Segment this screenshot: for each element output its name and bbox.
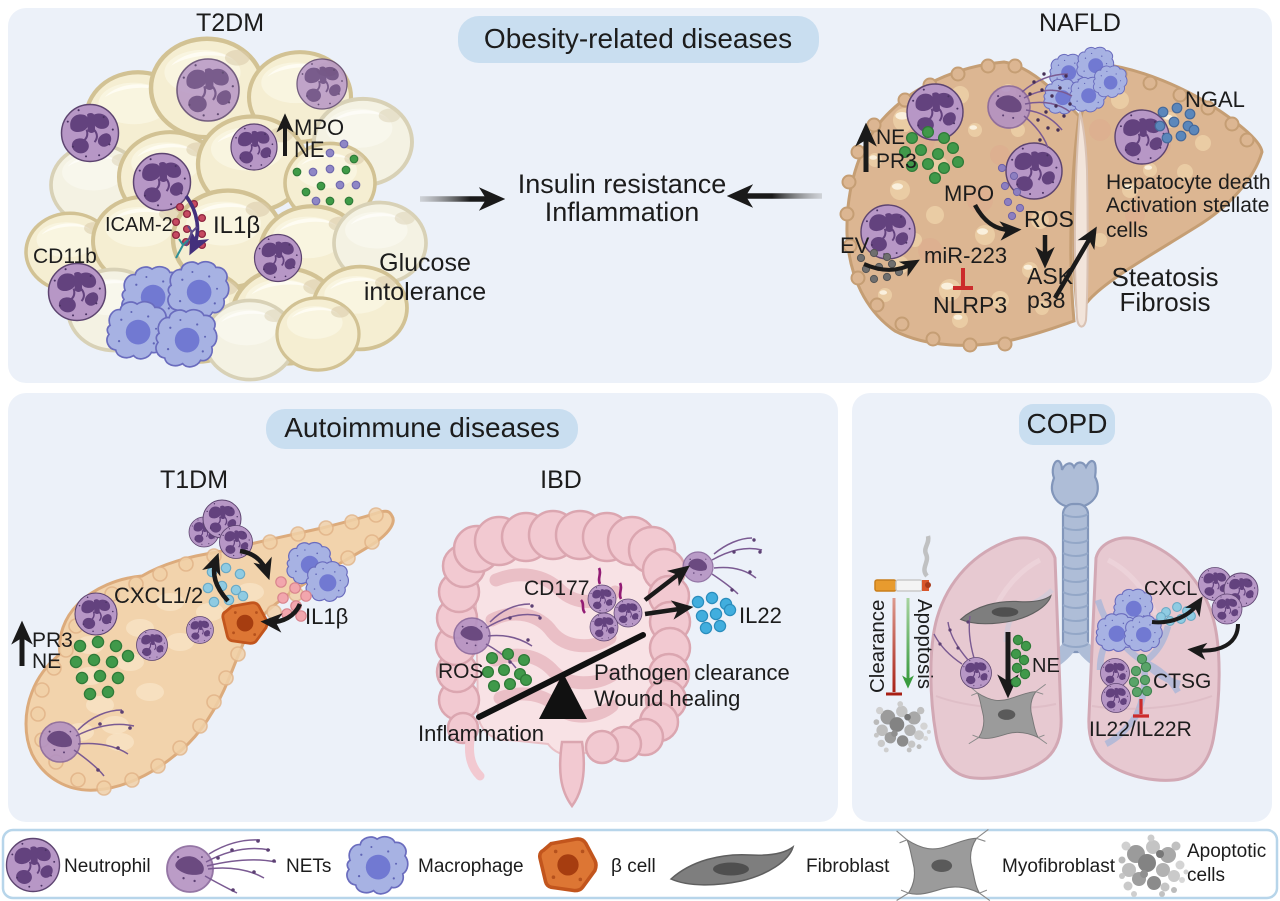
svg-text:Macrophage: Macrophage <box>418 856 524 877</box>
svg-text:NGAL: NGAL <box>1185 87 1245 112</box>
svg-text:Inflammation: Inflammation <box>545 197 700 227</box>
svg-text:PR3: PR3 <box>32 629 73 652</box>
svg-text:Fibrosis: Fibrosis <box>1119 287 1210 317</box>
svg-text:Pathogen clearance: Pathogen clearance <box>594 660 790 685</box>
svg-text:cells: cells <box>1187 865 1225 886</box>
svg-text:NETs: NETs <box>286 856 331 877</box>
svg-text:ASK: ASK <box>1027 263 1074 289</box>
svg-text:EV: EV <box>840 233 870 258</box>
svg-text:Neutrophil: Neutrophil <box>64 856 151 877</box>
svg-text:Insulin resistance: Insulin resistance <box>518 169 727 199</box>
svg-text:Hepatocyte death: Hepatocyte death <box>1106 171 1271 194</box>
svg-text:CXCL1/2: CXCL1/2 <box>114 583 203 608</box>
svg-text:MPO: MPO <box>944 181 994 206</box>
svg-text:NE: NE <box>876 126 905 149</box>
svg-text:NE: NE <box>294 137 325 162</box>
svg-text:IL22/IL22R: IL22/IL22R <box>1089 718 1192 741</box>
svg-text:Clearance: Clearance <box>866 600 889 693</box>
svg-text:Myofibroblast: Myofibroblast <box>1002 856 1116 877</box>
svg-text:Wound healing: Wound healing <box>594 686 740 711</box>
svg-text:COPD: COPD <box>1027 408 1108 439</box>
svg-text:β cell: β cell <box>611 856 656 877</box>
svg-text:NLRP3: NLRP3 <box>933 292 1007 318</box>
svg-text:T2DM: T2DM <box>196 9 264 37</box>
svg-text:Fibroblast: Fibroblast <box>806 856 890 877</box>
svg-text:cells: cells <box>1106 219 1148 242</box>
svg-text:IBD: IBD <box>540 466 582 494</box>
svg-text:p38: p38 <box>1027 287 1065 313</box>
svg-text:NAFLD: NAFLD <box>1039 9 1121 37</box>
svg-text:Inflammation: Inflammation <box>418 721 544 746</box>
svg-text:CXCL: CXCL <box>1144 578 1197 600</box>
svg-text:NE: NE <box>32 650 61 673</box>
svg-text:Steatosis: Steatosis <box>1112 262 1219 292</box>
svg-text:Obesity-related diseases: Obesity-related diseases <box>484 23 792 54</box>
svg-text:IL1β: IL1β <box>305 604 348 629</box>
svg-text:IL22: IL22 <box>739 603 782 628</box>
svg-text:T1DM: T1DM <box>160 466 228 494</box>
svg-text:ICAM-2: ICAM-2 <box>105 214 173 236</box>
svg-text:MPO: MPO <box>294 115 344 140</box>
svg-text:ROS: ROS <box>438 660 484 683</box>
svg-text:ROS: ROS <box>1024 206 1074 232</box>
svg-text:CD177: CD177 <box>524 577 589 600</box>
svg-text:Glucose: Glucose <box>379 249 471 277</box>
svg-text:intolerance: intolerance <box>364 278 486 306</box>
svg-text:PR3: PR3 <box>876 150 917 173</box>
svg-text:Apoptosis: Apoptosis <box>913 599 936 689</box>
svg-text:IL1β: IL1β <box>213 212 260 239</box>
svg-text:CD11b: CD11b <box>33 245 97 268</box>
svg-text:miR-223: miR-223 <box>924 243 1007 268</box>
svg-text:Autoimmune diseases: Autoimmune diseases <box>284 412 559 443</box>
svg-text:NE: NE <box>1032 655 1060 677</box>
svg-text:Activation stellate: Activation stellate <box>1106 194 1269 217</box>
svg-text:CTSG: CTSG <box>1153 670 1211 693</box>
svg-text:Apoptotic: Apoptotic <box>1187 841 1266 862</box>
